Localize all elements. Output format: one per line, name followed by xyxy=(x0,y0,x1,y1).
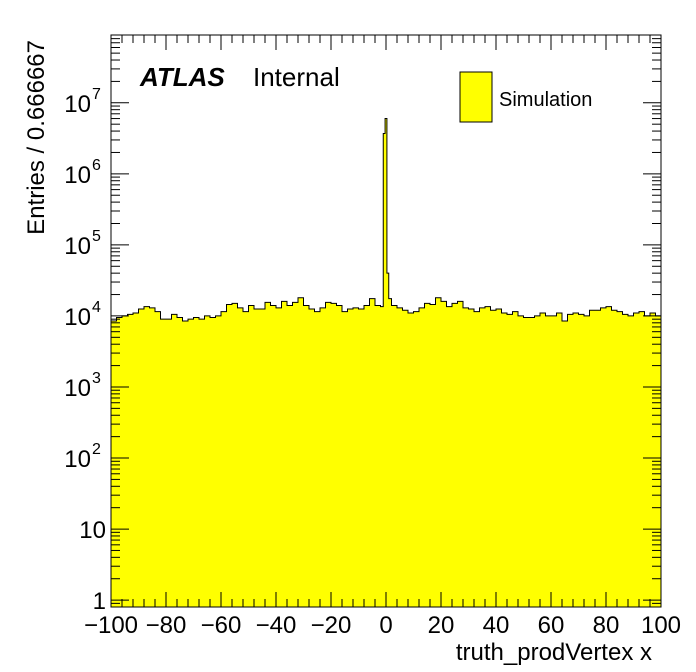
atlas-label: ATLAS xyxy=(139,62,225,92)
x-axis-title: truth_prodVertex x xyxy=(456,639,652,666)
x-tick-label: 60 xyxy=(538,612,565,639)
x-tick-label: 80 xyxy=(593,612,620,639)
y-tick-label: 10 xyxy=(79,517,106,544)
y-tick-exponent: 7 xyxy=(92,86,101,103)
y-tick-label: 10 xyxy=(64,233,91,260)
y-tick-exponent: 6 xyxy=(92,157,101,174)
y-tick-label: 10 xyxy=(64,91,91,118)
y-axis-title: Entries / 0.666667 xyxy=(23,40,50,235)
x-tick-label: −20 xyxy=(311,612,352,639)
x-tick-label: −60 xyxy=(201,612,242,639)
x-tick-label: 40 xyxy=(483,612,510,639)
x-tick-label: 100 xyxy=(641,612,681,639)
y-minor-ticks xyxy=(111,34,661,604)
y-tick-label: 10 xyxy=(64,446,91,473)
y-tick-exponent: 5 xyxy=(92,228,101,245)
y-tick-label: 10 xyxy=(64,375,91,402)
legend-label: Simulation xyxy=(499,89,592,111)
x-tick-label: −40 xyxy=(256,612,297,639)
x-tick-label: −80 xyxy=(146,612,187,639)
x-minor-ticks xyxy=(121,35,651,607)
x-tick-label: −100 xyxy=(84,612,138,639)
x-tick-label: 20 xyxy=(428,612,455,639)
y-tick-label: 10 xyxy=(64,162,91,189)
histogram-bars xyxy=(110,118,662,608)
y-tick-label: 10 xyxy=(64,304,91,331)
status-label: Internal xyxy=(253,62,340,92)
x-tick-label: 0 xyxy=(379,612,392,639)
y-tick-exponent: 4 xyxy=(92,299,101,316)
x-tick-labels: −100 −80 −60 −40 −20 0 20 40 60 80 100 xyxy=(84,35,681,639)
y-tick-label: 1 xyxy=(93,588,106,615)
y-tick-exponent: 2 xyxy=(92,441,101,458)
histogram-area xyxy=(110,118,662,608)
legend-swatch xyxy=(459,71,493,123)
y-tick-exponent: 3 xyxy=(92,370,101,387)
